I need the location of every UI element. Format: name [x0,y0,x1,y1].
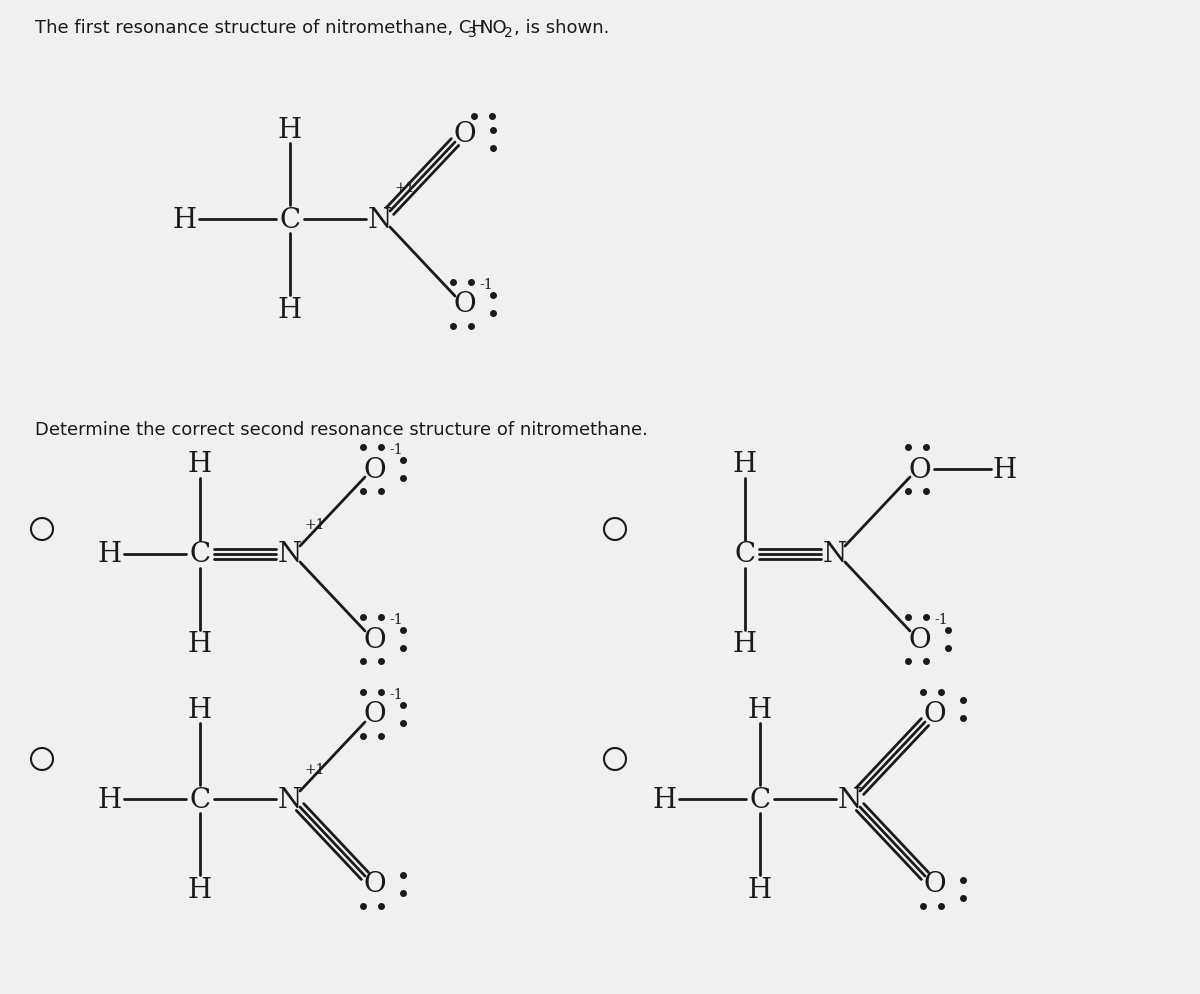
Text: H: H [278,116,302,143]
Text: N: N [823,541,847,568]
Text: 3: 3 [468,26,476,40]
Text: -1: -1 [934,612,948,626]
Text: +1: +1 [304,762,324,776]
Text: -1: -1 [389,687,403,702]
Text: 2: 2 [504,26,512,40]
Text: H: H [278,296,302,323]
Text: N: N [278,541,302,568]
Text: H: H [733,451,757,478]
Text: O: O [364,456,386,483]
Text: C: C [750,785,770,813]
Text: O: O [364,701,386,728]
Text: -1: -1 [479,277,493,291]
Text: The first resonance structure of nitromethane, CH: The first resonance structure of nitrome… [35,19,485,37]
Text: O: O [908,626,931,653]
Text: H: H [748,696,772,723]
Text: H: H [188,451,212,478]
Text: C: C [190,541,210,568]
Text: H: H [173,207,197,234]
Text: Determine the correct second resonance structure of nitromethane.: Determine the correct second resonance s… [35,420,648,438]
Text: O: O [454,291,476,318]
Text: H: H [98,785,122,813]
Text: O: O [364,871,386,898]
Text: H: H [992,456,1018,483]
Text: NO: NO [479,19,506,37]
Text: -1: -1 [389,612,403,626]
Text: O: O [454,121,476,148]
Text: -1: -1 [389,442,403,456]
Text: H: H [98,541,122,568]
Text: N: N [838,785,862,813]
Text: O: O [364,626,386,653]
Text: O: O [924,871,947,898]
Text: +1: +1 [394,181,414,195]
Text: C: C [734,541,756,568]
Text: H: H [188,876,212,903]
Text: C: C [280,207,300,234]
Text: , is shown.: , is shown. [514,19,610,37]
Text: N: N [278,785,302,813]
Text: H: H [653,785,677,813]
Text: N: N [368,207,392,234]
Text: O: O [908,456,931,483]
Text: H: H [188,696,212,723]
Text: H: H [733,631,757,658]
Text: H: H [188,631,212,658]
Text: C: C [190,785,210,813]
Text: H: H [748,876,772,903]
Text: O: O [924,701,947,728]
Text: +1: +1 [304,518,324,532]
